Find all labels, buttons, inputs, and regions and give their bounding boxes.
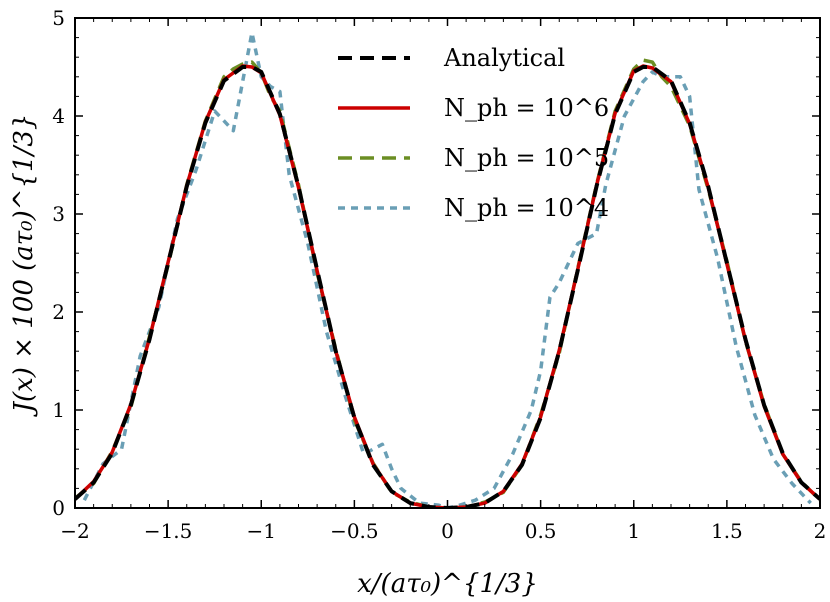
legend: Analytical N_ph = 10^6 N_ph = 10^5 N_ph = 1… bbox=[338, 44, 609, 222]
legend-label: N_ph = 10^6 bbox=[444, 94, 609, 122]
legend-label: N_ph = 10^5 bbox=[444, 144, 609, 172]
x-tick-label: −0.5 bbox=[330, 519, 379, 543]
y-tick-label: 0 bbox=[52, 496, 65, 520]
series-line-nph-1e5 bbox=[75, 58, 820, 508]
x-tick-label: 0.5 bbox=[525, 519, 557, 543]
y-tick-label: 3 bbox=[52, 202, 65, 226]
legend-label: N_ph = 10^4 bbox=[444, 194, 609, 222]
x-tick-label: −1.5 bbox=[144, 519, 193, 543]
x-tick-label: 0 bbox=[441, 519, 454, 543]
y-tick-label: 4 bbox=[52, 104, 65, 128]
series-line-nph-1e4 bbox=[82, 30, 812, 508]
x-axis-label: x/(aτ₀)^{1/3} bbox=[357, 569, 538, 599]
y-tick-label: 1 bbox=[52, 398, 65, 422]
plot-frame bbox=[74, 17, 821, 509]
y-tick-label: 5 bbox=[52, 6, 65, 30]
ticks-layer: −2 −1.5 −1 −0.5 0 0.5 1 1.5 2 0 1 2 3 4 5 bbox=[52, 6, 826, 543]
series-line-nph-1e6 bbox=[75, 64, 820, 508]
x-tick-label: 2 bbox=[814, 519, 827, 543]
x-tick-label: −1 bbox=[247, 519, 276, 543]
x-tick-label: 1.5 bbox=[711, 519, 743, 543]
legend-label: Analytical bbox=[443, 44, 565, 72]
y-axis-label: J(x) × 100 (aτ₀)^{1/3} bbox=[9, 114, 39, 418]
series-line-analytical bbox=[75, 65, 820, 508]
y-tick-label: 2 bbox=[52, 300, 65, 324]
x-tick-label: −2 bbox=[60, 519, 89, 543]
x-tick-label: 1 bbox=[627, 519, 640, 543]
labels-layer: x/(aτ₀)^{1/3} J(x) × 100 (aτ₀)^{1/3} bbox=[9, 114, 538, 599]
